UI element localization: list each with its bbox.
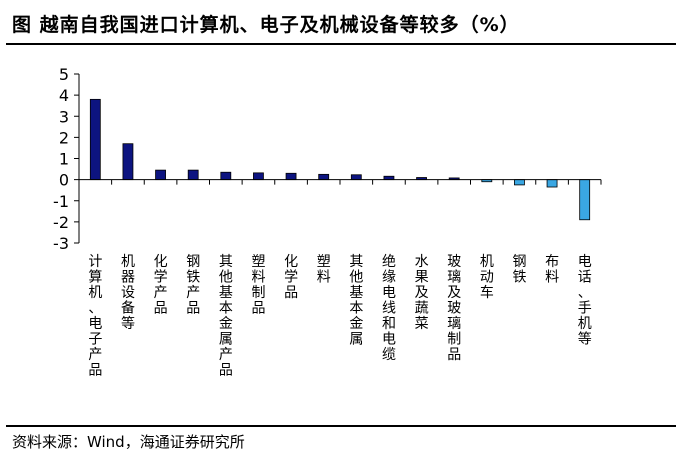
bar-chart: -3 -2 -1 0 1 2 3 4 5 计算机、电子产品 机器设备等 化学产品 钢铁产品 其他基本金属…	[53, 65, 602, 379]
bar	[514, 179, 525, 186]
y-tick-label: -1	[53, 192, 69, 211]
x-category-label: 化学品	[284, 254, 298, 301]
y-tick-label: 5	[59, 65, 69, 84]
bar	[220, 171, 232, 181]
x-category-label: 其他基本金属	[349, 254, 363, 348]
x-category-label: 其他基本金属产品	[219, 254, 233, 379]
x-category-label: 水果及蔬菜	[415, 254, 429, 332]
bar	[187, 169, 199, 181]
chart-title: 图 越南自我国进口计算机、电子及机械设备等较多（%）	[12, 14, 520, 36]
x-category-label: 电话、手机等	[578, 254, 592, 348]
x-category-label: 机动车	[480, 254, 494, 301]
y-tick-label: 1	[59, 150, 69, 169]
title-divider	[6, 43, 676, 45]
bar	[285, 172, 297, 181]
bars	[89, 98, 591, 221]
x-category-label: 塑料制品	[251, 254, 265, 317]
y-axis	[74, 73, 602, 244]
source-divider	[6, 425, 676, 427]
bar	[122, 143, 134, 181]
y-tick-label: 2	[59, 128, 69, 147]
source-note: 资料来源：Wind，海通证券研究所	[12, 433, 245, 451]
bar	[155, 169, 166, 181]
bar	[579, 179, 591, 221]
x-category-label: 钢铁	[512, 254, 526, 286]
x-category-labels: 计算机、电子产品 机器设备等 化学产品 钢铁产品 其他基本金属产品 塑料制品 化学品 塑料其他…	[88, 254, 591, 379]
y-tick-labels: -3 -2 -1 0 1 2 3 4 5	[53, 65, 69, 253]
x-category-label: 塑料	[317, 254, 331, 286]
x-category-label: 机器设备等	[121, 254, 135, 332]
bar	[383, 175, 395, 181]
bar	[546, 179, 558, 188]
bar	[318, 173, 330, 181]
y-tick-label: 4	[59, 86, 69, 105]
y-tick-label: 3	[59, 107, 69, 126]
bar	[89, 98, 101, 181]
x-category-label: 玻璃及玻璃制品	[447, 254, 461, 363]
x-category-label: 绝缘电线和电缆	[382, 254, 396, 363]
y-tick-label: -2	[53, 213, 69, 232]
x-category-label: 化学产品	[154, 254, 168, 317]
x-category-label: 钢铁产品	[186, 254, 200, 317]
bar	[253, 172, 264, 181]
y-tick-label: 0	[59, 171, 69, 190]
x-category-label: 布料	[545, 254, 559, 286]
x-category-label: 计算机、电子产品	[88, 254, 102, 379]
bar	[350, 174, 362, 181]
y-tick-label: -3	[53, 234, 69, 253]
